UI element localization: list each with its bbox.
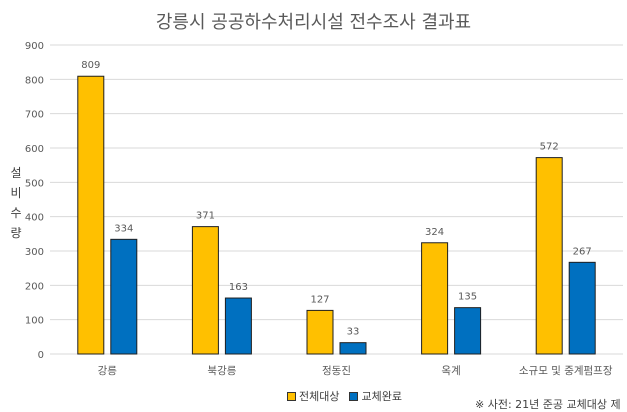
x-tick-label: 소규모 및 중계펌프장 <box>519 365 613 377</box>
legend-swatch <box>287 391 296 401</box>
bar <box>110 238 138 355</box>
legend-item-replaced: 교체완료 <box>349 388 402 404</box>
y-tick-label: 300 <box>25 247 44 258</box>
bar <box>535 157 563 355</box>
bar <box>421 242 449 355</box>
x-tick-label: 북강릉 <box>207 365 236 377</box>
data-label: 163 <box>229 282 248 293</box>
data-label: 127 <box>310 294 329 305</box>
data-label: 324 <box>425 227 444 238</box>
data-label: 371 <box>196 211 215 222</box>
y-tick-label: 100 <box>25 316 44 327</box>
y-tick-label: 600 <box>25 144 44 155</box>
y-tick-label: 200 <box>25 281 44 292</box>
data-label: 267 <box>573 246 592 257</box>
y-tick-label: 0 <box>38 350 44 361</box>
x-tick-label: 강릉 <box>98 365 118 377</box>
data-label: 135 <box>458 292 477 303</box>
bar <box>454 307 482 355</box>
legend-label: 교체완료 <box>361 390 402 403</box>
chart-title: 강릉시 공공하수처리시설 전수조사 결과표 <box>155 12 472 33</box>
y-tick-label: 500 <box>25 178 44 189</box>
bar <box>224 297 252 355</box>
footnote: ※ 사전: 21년 준공 교체대상 제 <box>475 398 621 411</box>
legend-item-total: 전체대상 <box>287 388 339 404</box>
bar <box>77 75 105 355</box>
bar <box>306 309 334 355</box>
data-label: 334 <box>114 223 133 234</box>
legend-label: 전체대상 <box>299 390 340 403</box>
y-tick-label: 800 <box>25 75 44 86</box>
bar <box>339 342 367 355</box>
y-tick-label: 400 <box>25 213 44 224</box>
legend-swatch <box>349 391 359 401</box>
bar <box>568 261 596 355</box>
data-label: 572 <box>540 142 559 153</box>
legend: 전체대상 교체완료 <box>287 388 402 404</box>
x-tick-label: 정동진 <box>322 365 351 377</box>
data-label: 33 <box>347 327 360 338</box>
x-tick-label: 옥계 <box>441 365 460 377</box>
data-label: 809 <box>81 60 100 71</box>
y-tick-label: 900 <box>25 41 44 52</box>
y-tick-label: 700 <box>25 110 44 121</box>
bar <box>191 226 219 355</box>
